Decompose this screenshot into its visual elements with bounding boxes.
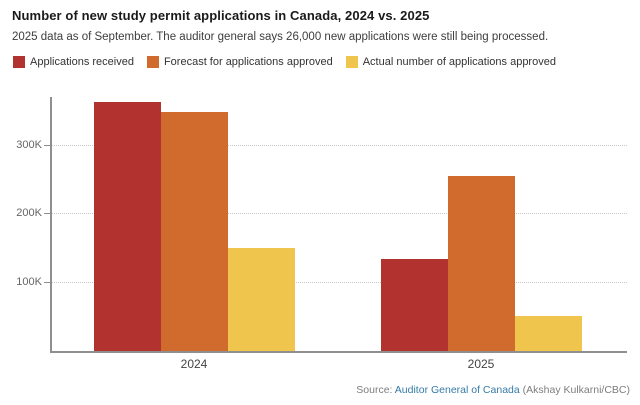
legend-swatch bbox=[13, 56, 25, 68]
source-suffix: (Akshay Kulkarni/CBC) bbox=[519, 384, 630, 396]
y-axis-tick-label: 200K bbox=[16, 207, 42, 220]
y-axis-tick-label: 100K bbox=[16, 276, 42, 289]
chart-subtitle: 2025 data as of September. The auditor g… bbox=[12, 31, 549, 43]
legend-swatch bbox=[345, 56, 358, 68]
x-axis-label: 2025 bbox=[467, 357, 495, 371]
y-axis-tick bbox=[44, 282, 50, 284]
bar-2024-applications-received bbox=[93, 101, 161, 351]
y-axis-tick bbox=[44, 144, 50, 146]
legend-item: Actual number of applications approved bbox=[345, 56, 556, 68]
legend: Applications received Forecast for applic… bbox=[13, 56, 556, 68]
x-axis-label: 2024 bbox=[180, 357, 208, 371]
source-line: Source: Auditor General of Canada (Aksha… bbox=[356, 384, 630, 396]
y-axis-tick-label: 300K bbox=[16, 138, 42, 151]
y-axis-tick bbox=[44, 213, 50, 215]
legend-item: Applications received bbox=[13, 56, 134, 68]
gridline bbox=[50, 282, 627, 284]
bar-2025-applications-received bbox=[380, 258, 448, 351]
legend-item: Forecast for applications approved bbox=[146, 56, 333, 68]
legend-item-label: Actual number of applications approved bbox=[362, 56, 556, 68]
bar-2025-actual-number-of-applications-approved bbox=[514, 315, 582, 351]
gridline bbox=[50, 213, 627, 215]
y-axis-line bbox=[50, 97, 52, 351]
chart-title: Number of new study permit applications … bbox=[12, 8, 430, 23]
source-prefix: Source: bbox=[356, 384, 395, 396]
legend-item-label: Applications received bbox=[30, 56, 134, 68]
bar-2025-forecast-for-applications-approved bbox=[447, 175, 515, 351]
bar-2024-actual-number-of-applications-approved bbox=[227, 247, 295, 351]
gridline bbox=[50, 144, 627, 146]
legend-item-label: Forecast for applications approved bbox=[163, 56, 333, 68]
source-link[interactable]: Auditor General of Canada bbox=[394, 384, 520, 396]
legend-swatch bbox=[146, 56, 159, 68]
x-axis-line bbox=[50, 351, 627, 353]
bar-2024-forecast-for-applications-approved bbox=[160, 112, 228, 351]
